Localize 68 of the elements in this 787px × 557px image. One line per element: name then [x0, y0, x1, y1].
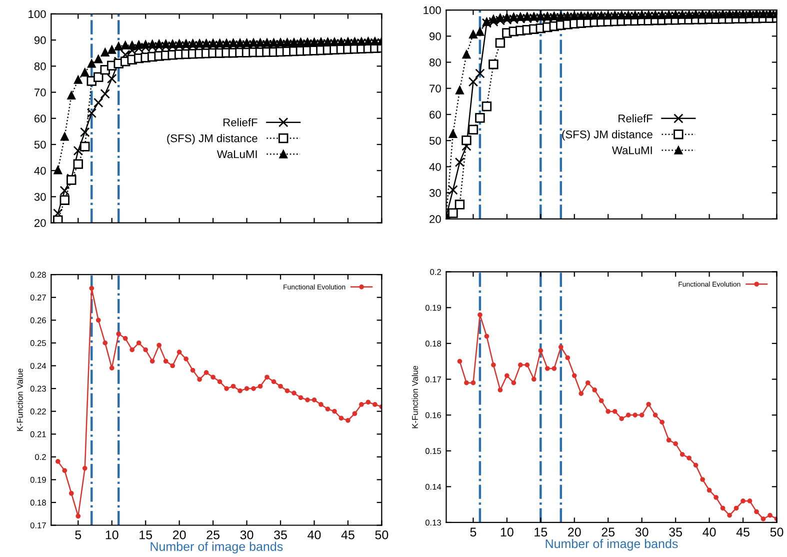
- x-tick-label: 45: [341, 530, 354, 540]
- legend-label: (SFS) JM distance: [167, 134, 258, 144]
- x-tick-label: 35: [669, 528, 682, 537]
- x-tick-label: 40: [702, 528, 716, 537]
- y-tick-label: 0.14: [425, 484, 442, 490]
- y-tick-label: 30: [34, 192, 46, 201]
- x-tick-label: 20: [173, 530, 186, 540]
- y-tick-label: 0.25: [30, 340, 46, 346]
- x-tick-label: 15: [534, 528, 548, 537]
- y-tick-label: 100: [424, 6, 441, 14]
- y-tick-label: 0.15: [425, 448, 442, 454]
- x-tick-label: 40: [308, 530, 321, 540]
- y-tick-label: 40: [34, 166, 46, 175]
- y-tick-label: 80: [429, 58, 441, 66]
- x-tick-label: 10: [500, 528, 514, 537]
- y-tick-label: 0.2: [430, 269, 441, 275]
- x-tick-label: 45: [736, 528, 750, 537]
- y-tick-label: 0.16: [425, 412, 442, 418]
- x-tick-label: 15: [140, 530, 152, 540]
- x-tick-label: 10: [106, 530, 118, 540]
- x-axis-title: Number of image bands: [150, 542, 283, 554]
- y-tick-label: 0.13: [425, 520, 442, 526]
- y-tick-label: 0.19: [425, 304, 441, 311]
- x-tick-label: 5: [470, 528, 476, 537]
- y-tick-label: 0.23: [30, 386, 46, 392]
- x-tick-label: 20: [568, 528, 581, 537]
- legend-label: (SFS) JM distance: [562, 130, 652, 141]
- y-tick-label: 60: [34, 114, 46, 122]
- y-tick-label: 60: [430, 110, 441, 119]
- y-tick-label: 70: [34, 88, 46, 96]
- legend-label: WaLuMI: [216, 150, 257, 158]
- x-tick-label: 25: [602, 528, 615, 537]
- legend-label: ReliefF: [224, 118, 258, 126]
- x-tick-label: 25: [206, 530, 220, 540]
- y-tick-label: 90: [34, 36, 46, 44]
- y-tick-label: 0.17: [425, 376, 441, 382]
- y-tick-label: 30: [429, 189, 441, 197]
- x-tick-label: 5: [75, 530, 82, 540]
- y-axis-title: K-Function Value: [412, 366, 418, 428]
- y-tick-label: 70: [430, 84, 441, 92]
- x-axis-title: Number of image bands: [546, 538, 678, 551]
- y-tick-label: 20: [430, 215, 441, 224]
- y-axis-title: K-Function Value: [16, 368, 23, 431]
- legend-label: WaLuMI: [612, 146, 652, 154]
- y-tick-label: 0.22: [30, 408, 46, 414]
- y-tick-label: 0.18: [30, 500, 46, 506]
- y-tick-label: 0.24: [30, 362, 46, 369]
- y-tick-label: 20: [34, 219, 46, 227]
- y-tick-label: 40: [429, 162, 441, 171]
- y-tick-label: 50: [34, 140, 46, 149]
- x-tick-label: 35: [274, 530, 287, 540]
- y-tick-label: 0.17: [30, 522, 46, 528]
- x-tick-label: 50: [375, 530, 388, 540]
- y-tick-label: 50: [429, 136, 441, 145]
- y-tick-label: 0.26: [30, 317, 46, 324]
- legend-label: ReliefF: [618, 114, 652, 122]
- y-tick-label: 100: [28, 10, 46, 18]
- y-tick-label: 0.27: [30, 294, 46, 300]
- x-tick-label: 50: [770, 528, 784, 537]
- y-tick-label: 80: [34, 62, 46, 70]
- y-tick-label: 0.19: [30, 476, 46, 483]
- y-tick-label: 0.21: [30, 431, 46, 438]
- y-tick-label: 90: [430, 32, 441, 40]
- x-tick-label: 30: [635, 528, 648, 537]
- y-tick-label: 0.28: [30, 272, 46, 278]
- y-tick-label: 0.2: [35, 454, 46, 460]
- y-tick-label: 0.18: [425, 340, 442, 347]
- x-tick-label: 30: [240, 530, 254, 540]
